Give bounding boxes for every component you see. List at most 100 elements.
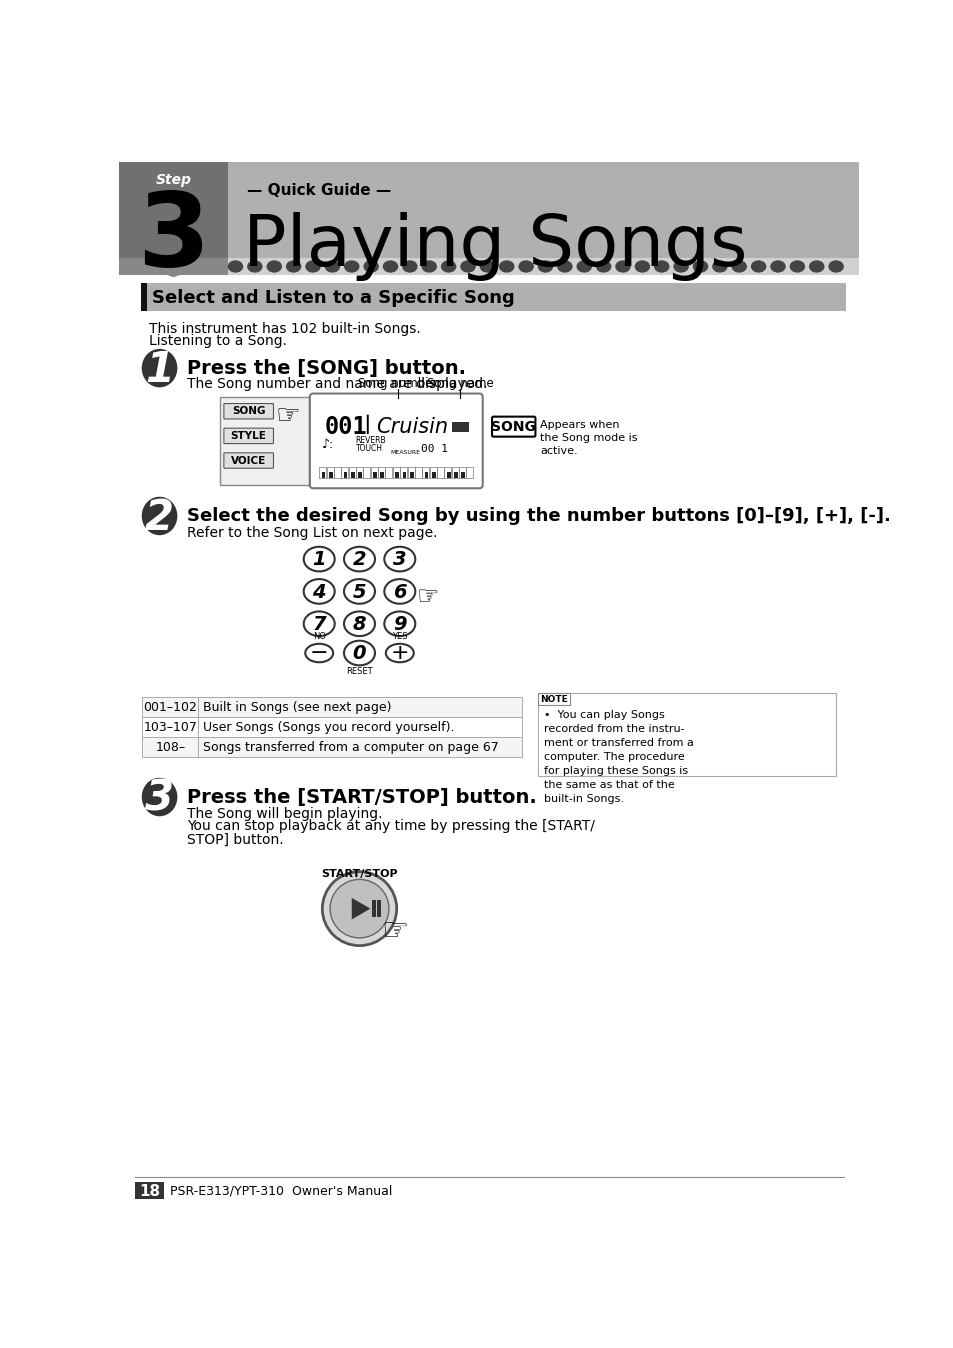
Text: Listening to a Song.: Listening to a Song. [149, 334, 287, 348]
Text: Cruisin: Cruisin [376, 418, 448, 437]
Ellipse shape [344, 640, 375, 666]
Text: PSR-E313/YPT-310  Owner's Manual: PSR-E313/YPT-310 Owner's Manual [170, 1185, 392, 1198]
Ellipse shape [363, 260, 378, 272]
FancyBboxPatch shape [444, 468, 451, 479]
Text: Select the desired Song by using the number buttons [0]–[9], [+], [-].: Select the desired Song by using the num… [187, 507, 890, 524]
Ellipse shape [654, 260, 669, 272]
Ellipse shape [142, 349, 177, 387]
Ellipse shape [303, 612, 335, 636]
Ellipse shape [576, 260, 592, 272]
Text: ☞: ☞ [275, 402, 300, 430]
Ellipse shape [384, 547, 415, 572]
FancyBboxPatch shape [310, 394, 482, 488]
FancyBboxPatch shape [415, 468, 421, 479]
Ellipse shape [303, 580, 335, 604]
FancyBboxPatch shape [142, 717, 521, 737]
FancyBboxPatch shape [119, 257, 228, 275]
FancyBboxPatch shape [141, 283, 147, 311]
Text: −: − [310, 643, 328, 663]
FancyBboxPatch shape [334, 468, 340, 479]
FancyBboxPatch shape [537, 693, 835, 776]
Polygon shape [119, 257, 228, 278]
Text: This instrument has 102 built-in Songs.: This instrument has 102 built-in Songs. [149, 322, 420, 336]
Ellipse shape [305, 644, 333, 662]
Ellipse shape [384, 612, 415, 636]
FancyBboxPatch shape [341, 468, 348, 479]
FancyBboxPatch shape [343, 472, 347, 479]
Text: NOTE: NOTE [539, 696, 567, 705]
Text: 8: 8 [353, 615, 366, 634]
FancyBboxPatch shape [395, 472, 398, 479]
Ellipse shape [498, 260, 514, 272]
Text: Refer to the Song List on next page.: Refer to the Song List on next page. [187, 526, 437, 541]
Ellipse shape [731, 260, 746, 272]
Ellipse shape [382, 260, 397, 272]
Text: You can stop playback at any time by pressing the [START/: You can stop playback at any time by pre… [187, 820, 595, 833]
FancyBboxPatch shape [224, 453, 274, 468]
Text: 9: 9 [393, 615, 406, 634]
Ellipse shape [557, 260, 572, 272]
FancyBboxPatch shape [329, 472, 333, 479]
Text: 3: 3 [145, 778, 173, 820]
Text: Built in Songs (see next page): Built in Songs (see next page) [203, 701, 391, 714]
FancyBboxPatch shape [407, 468, 415, 479]
Text: 2: 2 [353, 550, 366, 569]
Ellipse shape [692, 260, 707, 272]
Ellipse shape [344, 580, 375, 604]
Ellipse shape [673, 260, 688, 272]
Text: RESET: RESET [346, 667, 373, 675]
FancyBboxPatch shape [385, 468, 392, 479]
FancyBboxPatch shape [461, 472, 465, 479]
Text: TOUCH: TOUCH [355, 443, 382, 453]
FancyBboxPatch shape [220, 396, 309, 485]
FancyBboxPatch shape [371, 468, 377, 479]
FancyBboxPatch shape [348, 468, 355, 479]
Text: Songs transferred from a computer on page 67: Songs transferred from a computer on pag… [203, 741, 498, 755]
Ellipse shape [142, 496, 177, 535]
FancyBboxPatch shape [429, 468, 436, 479]
Text: 4: 4 [312, 582, 326, 601]
Ellipse shape [789, 260, 804, 272]
FancyBboxPatch shape [492, 417, 535, 437]
FancyBboxPatch shape [458, 468, 466, 479]
FancyBboxPatch shape [141, 283, 845, 311]
Text: User Songs (Songs you record yourself).: User Songs (Songs you record yourself). [203, 721, 454, 735]
Text: 0: 0 [353, 644, 366, 663]
Ellipse shape [537, 260, 553, 272]
Text: Song name: Song name [426, 377, 493, 391]
Text: VOICE: VOICE [231, 456, 266, 465]
FancyBboxPatch shape [355, 468, 362, 479]
Text: NO: NO [313, 632, 325, 640]
Circle shape [330, 879, 389, 938]
FancyBboxPatch shape [399, 468, 407, 479]
FancyBboxPatch shape [436, 468, 443, 479]
FancyBboxPatch shape [466, 468, 473, 479]
Ellipse shape [305, 260, 320, 272]
FancyBboxPatch shape [446, 472, 450, 479]
FancyBboxPatch shape [119, 162, 228, 257]
Ellipse shape [303, 547, 335, 572]
Ellipse shape [711, 260, 727, 272]
FancyBboxPatch shape [373, 472, 376, 479]
Ellipse shape [596, 260, 611, 272]
Ellipse shape [517, 260, 534, 272]
Text: 5: 5 [353, 582, 366, 601]
FancyBboxPatch shape [372, 900, 375, 917]
Ellipse shape [827, 260, 843, 272]
Ellipse shape [385, 644, 414, 662]
Text: The Song will begin playing.: The Song will begin playing. [187, 807, 382, 821]
Ellipse shape [344, 547, 375, 572]
Text: Song number: Song number [358, 377, 437, 391]
Text: ♪:: ♪: [322, 438, 335, 450]
FancyBboxPatch shape [363, 468, 370, 479]
Text: •  You can play Songs
recorded from the instru-
ment or transferred from a
compu: • You can play Songs recorded from the i… [543, 710, 693, 803]
Text: SONG: SONG [491, 419, 536, 434]
Polygon shape [352, 898, 370, 919]
Ellipse shape [344, 612, 375, 636]
Circle shape [322, 872, 396, 945]
Text: STOP] button.: STOP] button. [187, 833, 284, 847]
Text: 7: 7 [312, 615, 326, 634]
Text: ▏: ▏ [365, 415, 380, 434]
Text: 3: 3 [393, 550, 406, 569]
Text: Select and Listen to a Specific Song: Select and Listen to a Specific Song [152, 288, 514, 307]
